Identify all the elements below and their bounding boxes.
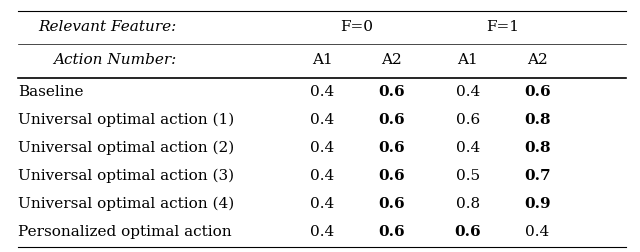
Text: 0.6: 0.6: [378, 113, 405, 127]
Text: 0.4: 0.4: [456, 141, 480, 155]
Text: 0.4: 0.4: [310, 141, 334, 155]
Text: A2: A2: [381, 53, 402, 67]
Text: 0.6: 0.6: [456, 113, 480, 127]
Text: 0.6: 0.6: [378, 197, 405, 211]
Text: 0.4: 0.4: [310, 113, 334, 127]
Text: Personalized optimal action: Personalized optimal action: [19, 225, 232, 239]
Text: 0.8: 0.8: [456, 197, 480, 211]
Text: Action Number:: Action Number:: [53, 53, 177, 67]
Text: 0.8: 0.8: [524, 113, 550, 127]
Text: A1: A1: [458, 53, 478, 67]
Text: 0.6: 0.6: [378, 85, 405, 99]
Text: Universal optimal action (1): Universal optimal action (1): [19, 113, 235, 128]
Text: F=1: F=1: [486, 20, 519, 34]
Text: Baseline: Baseline: [19, 85, 84, 99]
Text: 0.6: 0.6: [378, 141, 405, 155]
Text: 0.5: 0.5: [456, 169, 480, 183]
Text: 0.4: 0.4: [525, 225, 550, 239]
Text: 0.4: 0.4: [310, 225, 334, 239]
Text: A2: A2: [527, 53, 548, 67]
Text: F=0: F=0: [340, 20, 374, 34]
Text: Universal optimal action (4): Universal optimal action (4): [19, 197, 235, 211]
Text: 0.8: 0.8: [524, 141, 550, 155]
Text: 0.6: 0.6: [524, 85, 550, 99]
Text: 0.4: 0.4: [456, 85, 480, 99]
Text: 0.6: 0.6: [454, 225, 481, 239]
Text: 0.4: 0.4: [310, 85, 334, 99]
Text: 0.4: 0.4: [310, 197, 334, 211]
Text: Relevant Feature:: Relevant Feature:: [38, 20, 177, 34]
Text: 0.6: 0.6: [378, 225, 405, 239]
Text: 0.6: 0.6: [378, 169, 405, 183]
Text: Universal optimal action (2): Universal optimal action (2): [19, 141, 235, 155]
Text: 0.4: 0.4: [310, 169, 334, 183]
Text: 0.9: 0.9: [524, 197, 550, 211]
Text: 0.7: 0.7: [524, 169, 550, 183]
Text: Universal optimal action (3): Universal optimal action (3): [19, 169, 234, 183]
Text: A1: A1: [312, 53, 333, 67]
